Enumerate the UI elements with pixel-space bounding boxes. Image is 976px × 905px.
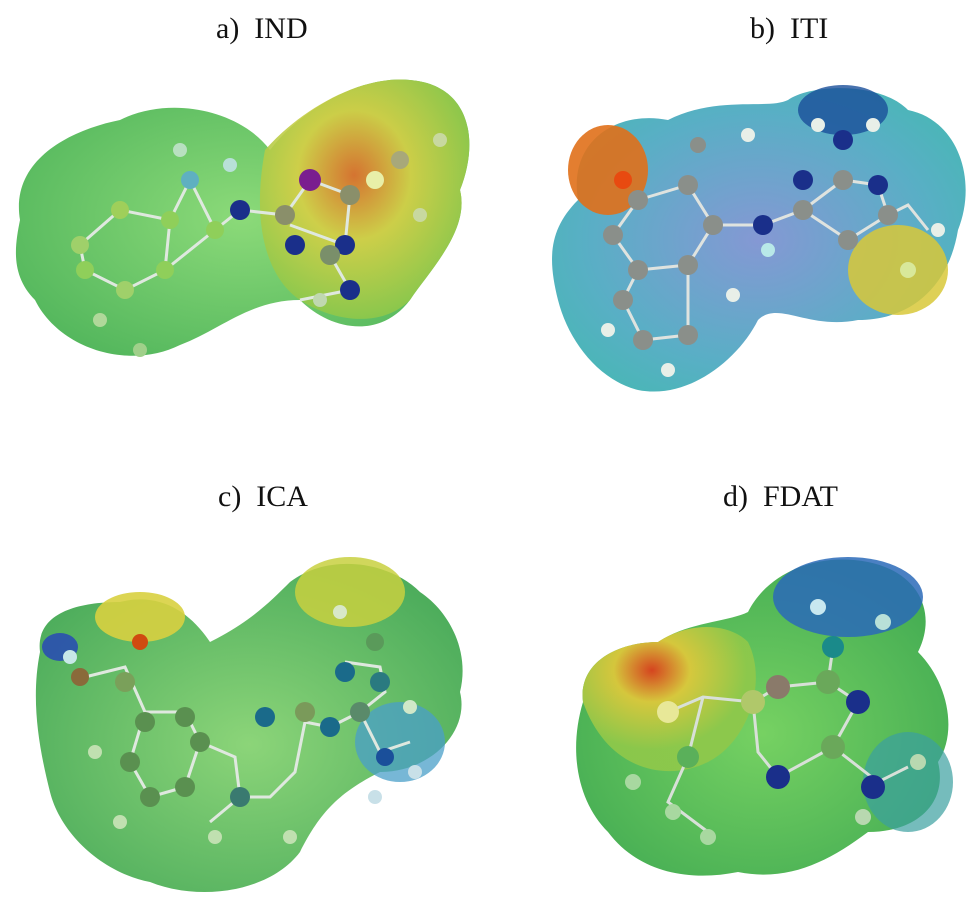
panel-label-ica: c) ICA — [218, 480, 308, 513]
panel-fdat: d) FDAT — [488, 452, 976, 905]
fdat-molecule-image — [576, 557, 953, 876]
panel-label-iti: b) ITI — [750, 12, 829, 45]
panel-iti: b) ITI — [488, 0, 976, 452]
panel-ind: a) IND — [0, 0, 488, 452]
panel-label-fdat: d) FDAT — [723, 480, 839, 513]
ica-molecule-image — [35, 557, 463, 892]
iti-molecule-image — [552, 85, 966, 392]
ind-molecule-image — [15, 79, 470, 357]
panel-label-ind: a) IND — [216, 12, 308, 45]
panel-ica: c) ICA — [0, 452, 488, 905]
